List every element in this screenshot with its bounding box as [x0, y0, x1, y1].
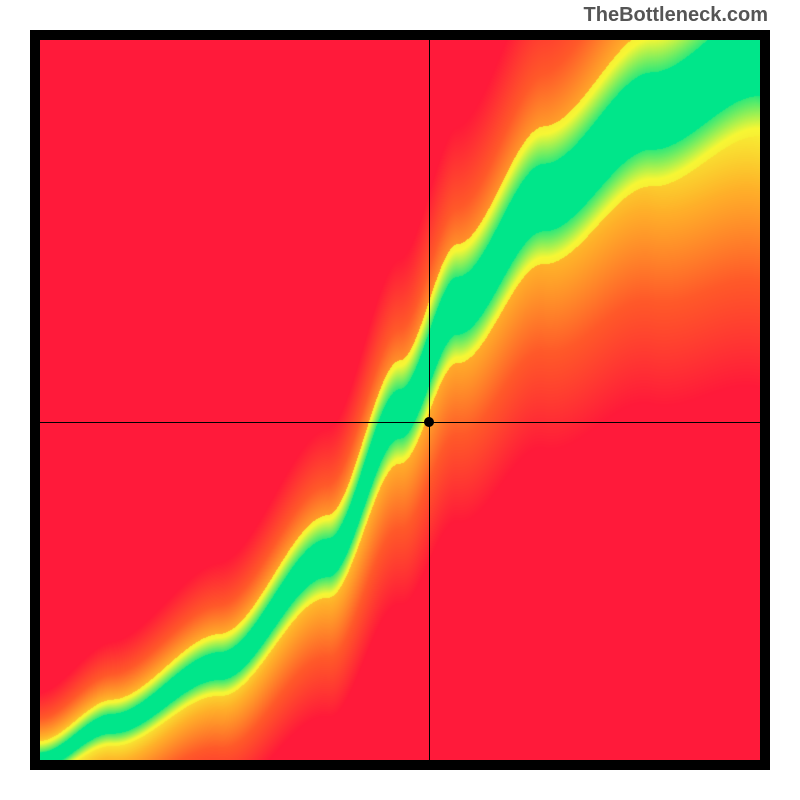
marker-dot [424, 417, 434, 427]
plot-frame [30, 30, 770, 770]
heatmap-canvas [40, 40, 760, 760]
crosshair-vertical [429, 40, 430, 760]
root-container: TheBottleneck.com [0, 0, 800, 800]
watermark-text: TheBottleneck.com [584, 4, 768, 27]
plot-area [40, 40, 760, 760]
crosshair-horizontal [40, 422, 760, 423]
